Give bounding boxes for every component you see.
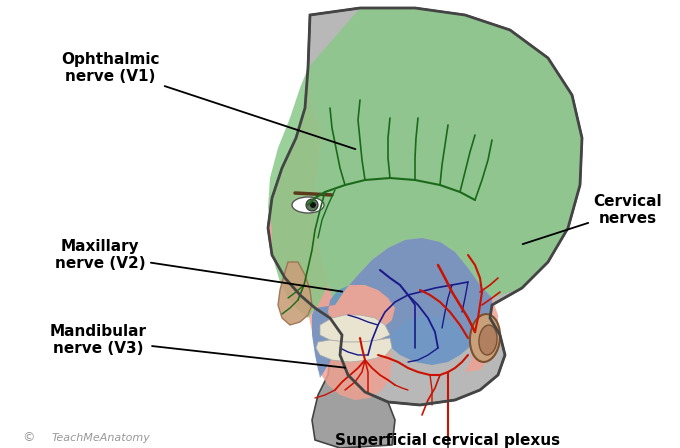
Text: Maxillary
nerve (V2): Maxillary nerve (V2) (54, 239, 342, 292)
Text: Superficial cervical plexus: Superficial cervical plexus (335, 433, 560, 448)
Text: Ophthalmic
nerve (V1): Ophthalmic nerve (V1) (61, 52, 356, 149)
Polygon shape (312, 238, 492, 378)
Polygon shape (312, 355, 395, 448)
Polygon shape (316, 338, 392, 362)
Ellipse shape (470, 314, 500, 362)
Polygon shape (268, 8, 582, 405)
Polygon shape (308, 8, 582, 305)
Polygon shape (268, 68, 498, 400)
Polygon shape (320, 315, 390, 342)
Text: ©: © (22, 431, 34, 444)
Polygon shape (268, 68, 328, 318)
Ellipse shape (479, 325, 497, 355)
Circle shape (306, 199, 318, 211)
Text: Mandibular
nerve (V3): Mandibular nerve (V3) (50, 324, 345, 368)
Text: TeachMeAnatomy: TeachMeAnatomy (52, 433, 151, 443)
Text: Cervical
nerves: Cervical nerves (523, 194, 662, 244)
Circle shape (310, 202, 316, 208)
Polygon shape (278, 262, 312, 325)
Ellipse shape (292, 197, 324, 213)
